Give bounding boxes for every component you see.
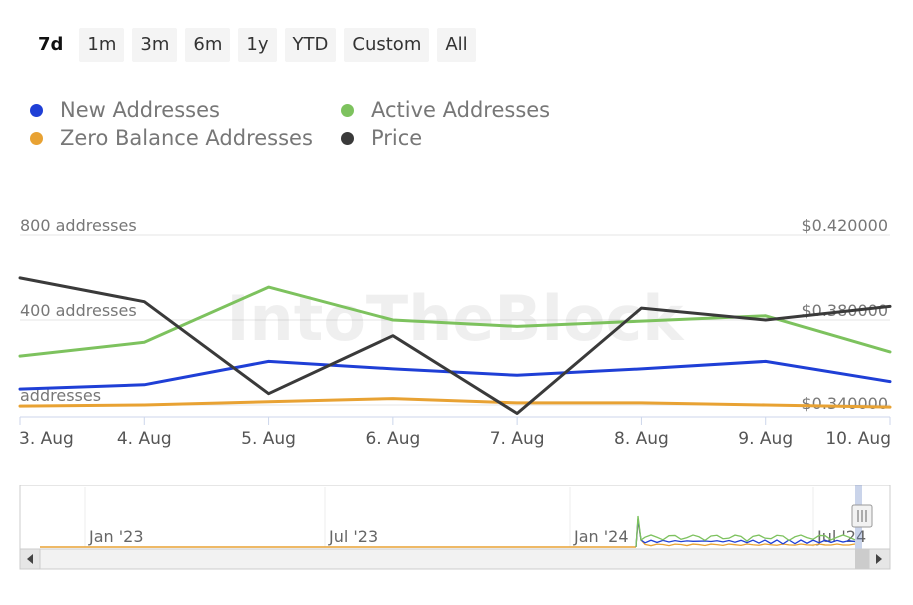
y-right-tick-label: $0.420000 — [801, 216, 888, 235]
range-button-1m[interactable]: 1m — [79, 28, 125, 62]
range-selector: 7d 1m 3m 6m 1y YTD Custom All — [30, 28, 476, 62]
range-button-1y[interactable]: 1y — [238, 28, 277, 62]
legend-dot-icon — [30, 103, 43, 117]
x-tick-label: 9. Aug — [738, 429, 793, 449]
arrow-right-icon[interactable] — [868, 548, 891, 570]
grip-icon[interactable] — [851, 504, 873, 528]
range-button-all[interactable]: All — [437, 28, 476, 62]
range-button-7d[interactable]: 7d — [38, 34, 64, 55]
legend-label: Zero Balance Addresses — [60, 126, 313, 150]
legend-item-new-addresses[interactable]: New Addresses — [30, 98, 341, 122]
y-left-tick-label: 800 addresses — [20, 216, 137, 235]
range-button-6m[interactable]: 6m — [185, 28, 231, 62]
series-line-zero-balance-addresses[interactable] — [18, 397, 892, 409]
navigator-label: Jan '23 — [88, 527, 144, 546]
arrow-left-icon[interactable] — [19, 548, 41, 570]
legend-item-active-addresses[interactable]: Active Addresses — [341, 98, 590, 122]
legend-dot-icon — [341, 103, 354, 117]
y-left-tick-label: addresses — [20, 386, 101, 405]
x-tick-label: 7. Aug — [490, 429, 545, 449]
legend-dot-icon — [341, 131, 354, 145]
legend-dot-icon — [30, 131, 43, 145]
x-tick-label: 6. Aug — [365, 429, 420, 449]
legend-item-zero-balance-addresses[interactable]: Zero Balance Addresses — [30, 126, 341, 150]
legend-label: New Addresses — [60, 98, 220, 122]
scrollbar-thumb[interactable] — [855, 549, 869, 569]
main-chart: IntoTheBlock 800 addresses 400 addresses ad… — [18, 216, 892, 449]
legend-label: Active Addresses — [371, 98, 551, 122]
y-left-tick-label: 400 addresses — [20, 301, 137, 320]
navigator-chart[interactable]: Jan '23 Jul '23 Jan '24 Jul '24 — [0, 485, 913, 575]
x-tick-label: 4. Aug — [117, 429, 172, 449]
legend-item-price[interactable]: Price — [341, 126, 590, 150]
range-button-3m[interactable]: 3m — [132, 28, 178, 62]
x-tick-label: 5. Aug — [241, 429, 296, 449]
x-tick-label: 3. Aug — [19, 429, 74, 449]
scrollbar-track[interactable] — [19, 548, 891, 570]
x-tick-label: 8. Aug — [614, 429, 669, 449]
navigator-label: Jan '24 — [573, 527, 629, 546]
navigator-series-green — [635, 515, 856, 548]
x-tick-label: 10. Aug — [825, 429, 891, 449]
series-line-new-addresses[interactable] — [18, 359, 892, 391]
series-line-price[interactable] — [18, 276, 892, 415]
legend-label: Price — [371, 126, 423, 150]
navigator-series-orange — [635, 520, 856, 548]
range-button-ytd[interactable]: YTD — [284, 28, 337, 62]
watermark: IntoTheBlock — [226, 282, 685, 355]
navigator-series-blue — [635, 518, 856, 548]
navigator-label: Jul '23 — [328, 527, 378, 546]
y-right-tick-label: $0.340000 — [801, 394, 888, 413]
range-button-custom[interactable]: Custom — [344, 28, 430, 62]
chart-legend: New Addresses Active Addresses Zero Balanc… — [30, 98, 590, 150]
